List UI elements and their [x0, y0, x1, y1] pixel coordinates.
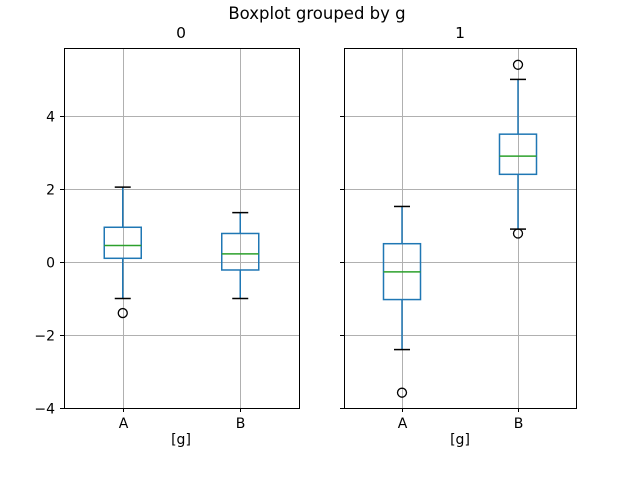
outlier-point	[512, 59, 524, 70]
subplot-0-xlabel: [g]	[171, 432, 191, 448]
box	[103, 226, 142, 260]
x-tick-label: B	[236, 416, 246, 432]
axes-spines	[64, 48, 300, 409]
outlier-point	[117, 307, 128, 319]
y-tick-label: −2	[34, 329, 55, 345]
x-tick-label: B	[514, 416, 524, 432]
y-tick-label: 2	[46, 183, 55, 199]
box	[498, 133, 538, 176]
outlier-point	[396, 387, 408, 398]
box	[221, 232, 260, 271]
y-tick-label: 0	[46, 256, 55, 272]
axes-spines	[344, 48, 577, 409]
x-tick-label: A	[119, 416, 129, 432]
outlier-point	[512, 228, 524, 239]
subplot-1-title: 1	[455, 24, 465, 42]
y-tick-label: 4	[46, 110, 55, 126]
subplot-0-title: 0	[176, 24, 186, 42]
x-tick-label: A	[398, 416, 408, 432]
figure-title: Boxplot grouped by g	[228, 4, 406, 23]
subplot-1-xlabel: [g]	[450, 432, 470, 448]
y-tick-label: −4	[34, 402, 55, 418]
